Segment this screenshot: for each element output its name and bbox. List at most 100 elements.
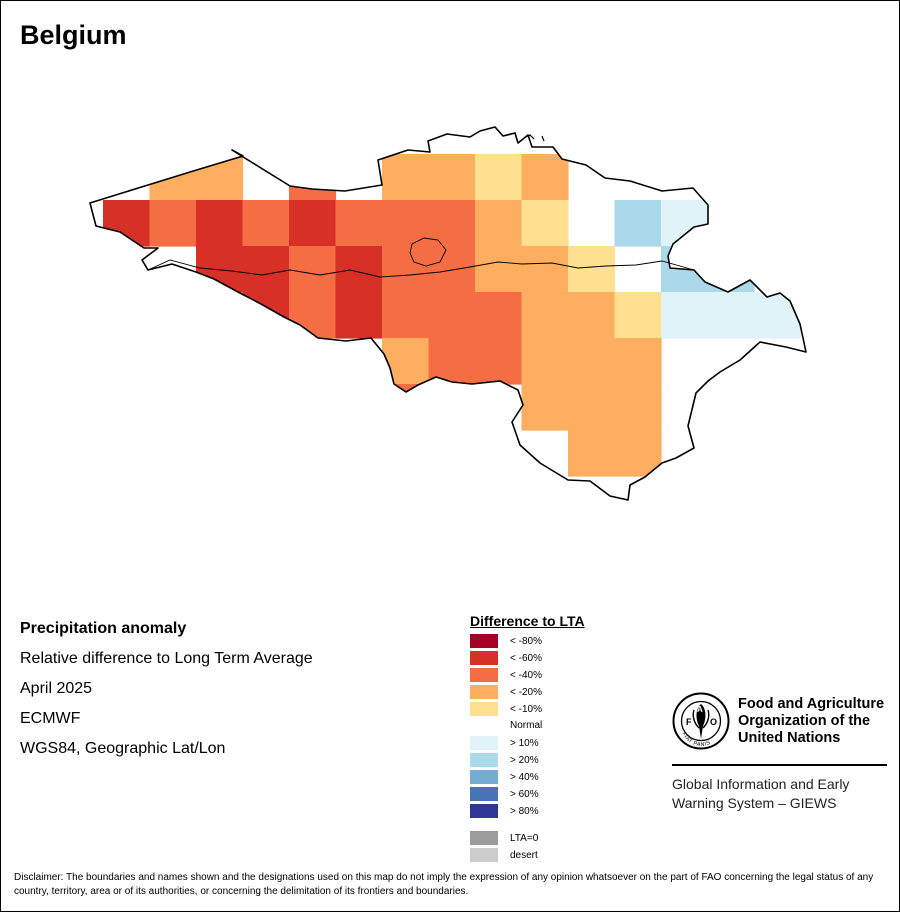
- grid-cell: [521, 200, 569, 247]
- fao-name-line2: Organization of the: [738, 713, 871, 729]
- grid-cell: [335, 246, 383, 293]
- anomaly-period: April 2025: [20, 680, 93, 697]
- legend-label: < -60%: [510, 652, 542, 664]
- grid-cell: [475, 200, 523, 247]
- anomaly-grid: [103, 154, 802, 477]
- legend-swatch: [470, 685, 498, 699]
- grid-cell: [521, 292, 569, 339]
- grid-cell: [289, 292, 337, 339]
- fao-name-line1: Food and Agriculture: [738, 696, 885, 712]
- grid-cell: [242, 246, 290, 293]
- grid-cell: [568, 292, 616, 339]
- grid-cell: [475, 338, 523, 385]
- logo-letter-f: F: [686, 717, 692, 727]
- legend-item: > 20%: [470, 753, 539, 767]
- fao-organization-name: Food and Agriculture Organization of the…: [738, 696, 884, 747]
- legend-label: < -40%: [510, 669, 542, 681]
- giews-label: Global Information and Early Warning Sys…: [672, 775, 849, 813]
- legend-normal-label: Normal: [510, 720, 543, 731]
- legend-label: > 60%: [510, 788, 539, 800]
- fao-logo-icon: F A O FIAT PANIS: [672, 692, 730, 750]
- legend-swatch: [470, 770, 498, 784]
- grid-cell: [661, 292, 709, 339]
- anomaly-description: Relative difference to Long Term Average: [20, 650, 313, 667]
- grid-cell: [103, 200, 151, 247]
- legend-label: desert: [510, 849, 538, 861]
- anomaly-title: Precipitation anomaly: [20, 620, 187, 637]
- data-source: ECMWF: [20, 710, 81, 727]
- grid-cell: [196, 246, 244, 293]
- legend-item: < -20%: [470, 685, 542, 699]
- grid-cell: [475, 292, 523, 339]
- legend-item: LTA=0: [470, 831, 538, 845]
- logo-divider: [672, 764, 887, 766]
- grid-cell: [428, 200, 476, 247]
- grid-cell: [382, 292, 430, 339]
- legend-swatch: [470, 804, 498, 818]
- projection-info: WGS84, Geographic Lat/Lon: [20, 740, 226, 757]
- disclaimer-text: Disclaimer: The boundaries and names sho…: [14, 872, 874, 897]
- legend-item: desert: [470, 848, 538, 862]
- legend-item: < -80%: [470, 634, 542, 648]
- legend-label: > 80%: [510, 805, 539, 817]
- grid-cell: [568, 338, 616, 385]
- grid-cell: [428, 246, 476, 293]
- grid-cell: [289, 154, 337, 201]
- brussels-boundary: [409, 237, 447, 267]
- grid-cell: [428, 154, 476, 201]
- legend-label: > 10%: [510, 737, 539, 749]
- grid-cell: [614, 292, 662, 339]
- legend-swatch: [470, 787, 498, 801]
- logo-letter-o: O: [710, 717, 717, 727]
- legend-title: Difference to LTA: [470, 613, 585, 629]
- grid-cell: [289, 246, 337, 293]
- grid-cell: [335, 200, 383, 247]
- grid-cell: [382, 246, 430, 293]
- legend-item: < -10%: [470, 702, 542, 716]
- legend-swatch: [470, 753, 498, 767]
- grid-cell: [521, 338, 569, 385]
- grid-cell: [707, 292, 755, 339]
- grid-cell: [382, 338, 430, 385]
- map-title: Belgium: [20, 20, 127, 50]
- grid-cell: [428, 292, 476, 339]
- grid-cell: [521, 384, 569, 431]
- legend-label: > 20%: [510, 754, 539, 766]
- grid-cell: [614, 200, 662, 247]
- grid-cell: [661, 200, 709, 247]
- legend-item: < -60%: [470, 651, 542, 665]
- grid-cell: [289, 200, 337, 247]
- legend-swatch: [470, 702, 498, 716]
- legend-swatch: [470, 651, 498, 665]
- grid-cell: [382, 154, 430, 201]
- legend-item: > 80%: [470, 804, 539, 818]
- grid-cell: [242, 200, 290, 247]
- legend-swatch: [470, 831, 498, 845]
- legend-swatch: [470, 634, 498, 648]
- grid-cell: [521, 246, 569, 293]
- grid-cell: [568, 246, 616, 293]
- belgium-border: [89, 126, 807, 501]
- legend-item: > 60%: [470, 787, 539, 801]
- legend-label: < -80%: [510, 635, 542, 647]
- grid-cell: [475, 154, 523, 201]
- grid-cell: [149, 200, 197, 247]
- grid-cell: [382, 200, 430, 247]
- fao-name-line3: United Nations: [738, 730, 841, 746]
- grid-cell: [335, 292, 383, 339]
- giews-line1: Global Information and Early: [672, 776, 850, 792]
- grid-cell: [754, 292, 802, 339]
- logo-letter-a: A: [697, 705, 703, 714]
- legend-label: LTA=0: [510, 832, 539, 844]
- grid-cell: [568, 384, 616, 431]
- legend-swatch: [470, 668, 498, 682]
- grid-cell: [568, 430, 616, 477]
- grid-cell: [196, 200, 244, 247]
- legend-label: < -20%: [510, 686, 542, 698]
- legend-swatch: [470, 736, 498, 750]
- grid-cell: [428, 384, 476, 431]
- grid-cell: [475, 246, 523, 293]
- grid-cell: [521, 154, 569, 201]
- legend-item: > 40%: [470, 770, 539, 784]
- legend-item: < -40%: [470, 668, 542, 682]
